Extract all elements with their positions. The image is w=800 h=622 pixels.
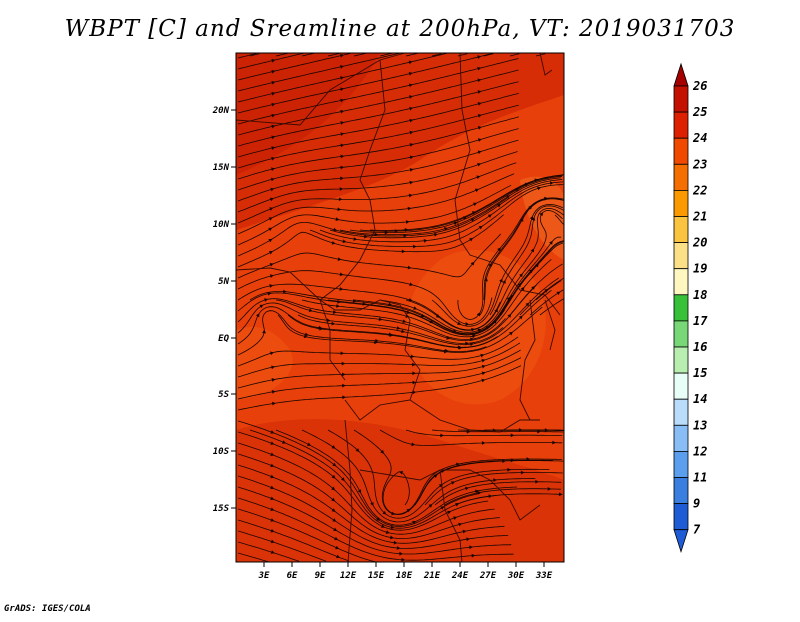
longitude-axis: 3E 6E 9E 12E 15E 18E 21E 24E 27E 30E 33E <box>258 562 553 581</box>
lat-label: 5S <box>218 390 229 400</box>
lat-label: 20N <box>212 106 230 116</box>
colorbar-segment <box>674 373 688 399</box>
colorbar-label: 13 <box>693 418 707 432</box>
colorbar-bottom-arrow <box>674 530 688 552</box>
lat-label: 10S <box>213 447 230 457</box>
colorbar-segment <box>674 217 688 243</box>
lon-label: 12E <box>340 571 357 581</box>
colorbar-segment <box>674 399 688 425</box>
lon-label: 3E <box>258 571 270 581</box>
colorbar-label: 17 <box>693 314 708 328</box>
colorbar-segment <box>674 451 688 477</box>
colorbar-label: 24 <box>692 131 707 145</box>
colorbar-segment <box>674 295 688 321</box>
colorbar-segment <box>674 112 688 138</box>
colorbar-segment <box>674 269 688 295</box>
colorbar-label: 11 <box>693 471 707 485</box>
colorbar-segment <box>674 347 688 373</box>
colorbar-label: 20 <box>692 236 707 250</box>
lat-label: 5N <box>218 277 229 287</box>
lon-label: 30E <box>507 571 525 581</box>
colorbar-segment <box>674 243 688 269</box>
colorbar-label: 19 <box>693 262 707 276</box>
colorbar-segment <box>674 321 688 347</box>
lon-label: 21E <box>423 571 441 581</box>
lon-label: 15E <box>368 571 385 581</box>
lon-label: 18E <box>396 571 413 581</box>
colorbar: 26 25 24 23 22 21 20 19 18 17 16 15 14 13 12 11 9 7 <box>674 64 708 552</box>
colorbar-segment <box>674 478 688 504</box>
colorbar-label: 9 <box>693 497 700 511</box>
colorbar-label: 12 <box>693 444 707 458</box>
colorbar-top-arrow <box>674 64 688 86</box>
colorbar-label: 25 <box>692 105 707 119</box>
colorbar-label: 21 <box>692 210 707 224</box>
colorbar-label: 18 <box>693 288 707 302</box>
colorbar-segment <box>674 164 688 190</box>
lat-label: 15N <box>213 163 230 173</box>
lon-label: 33E <box>535 571 553 581</box>
colorbar-label: 16 <box>693 340 707 354</box>
colorbar-label: 14 <box>693 392 707 406</box>
colorbar-label: 22 <box>692 183 707 197</box>
colorbar-segment <box>674 86 688 112</box>
colorbar-segment <box>674 138 688 164</box>
colorbar-label: 15 <box>693 366 707 380</box>
colorbar-segment <box>674 504 688 530</box>
lat-label: EQ <box>218 334 229 344</box>
lon-label: 24E <box>451 571 469 581</box>
footer-credit: GrADS: IGES/COLA <box>4 604 91 614</box>
colorbar-label: 23 <box>692 157 707 171</box>
colorbar-label: 26 <box>692 79 707 93</box>
lat-label: 15S <box>213 504 230 514</box>
lon-label: 9E <box>315 571 326 581</box>
lon-label: 6E <box>287 571 298 581</box>
latitude-axis: 20N 15N 10N 5N EQ 5S 10S 15S <box>212 106 236 514</box>
lat-label: 10N <box>213 220 230 230</box>
lon-label: 27E <box>479 571 497 581</box>
colorbar-label: 7 <box>693 523 701 537</box>
colorbar-segment <box>674 190 688 216</box>
colorbar-segment <box>674 425 688 451</box>
